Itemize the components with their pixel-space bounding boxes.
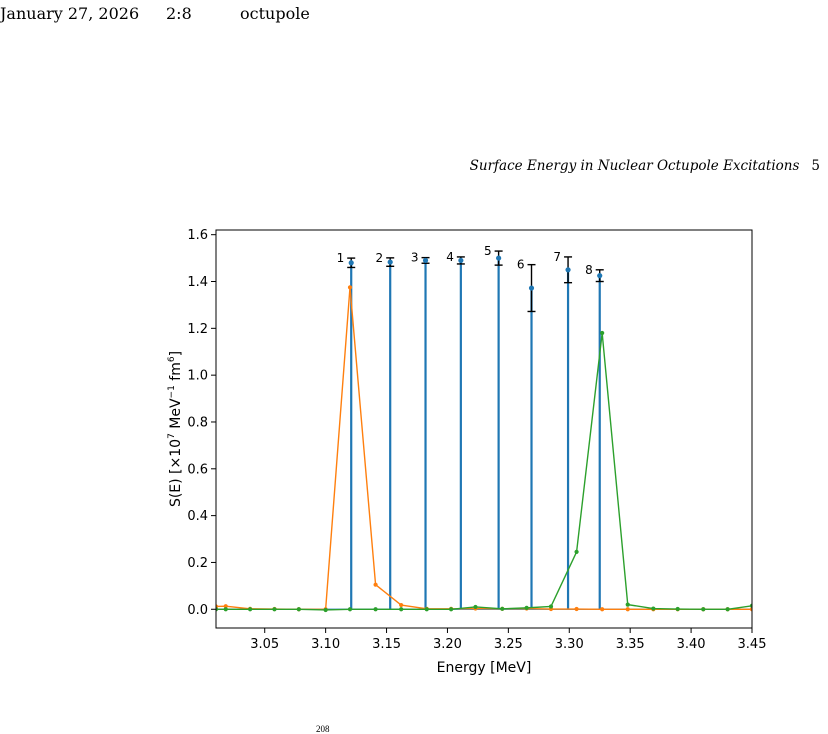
series-point-green <box>216 607 219 612</box>
stem-label-3: 3 <box>411 251 419 265</box>
series-point-orange <box>749 607 752 612</box>
y-axis-label-part: MeV <box>168 398 184 433</box>
stem-label-6: 6 <box>517 258 525 272</box>
stem-marker-2 <box>387 259 393 265</box>
series-point-orange <box>399 602 404 608</box>
page-header: Surface Energy in Nuclear Octupole Excit… <box>470 158 820 174</box>
stem-marker-8 <box>597 273 603 279</box>
running-header-date: January 27, 2026 <box>0 4 139 23</box>
y-axis-label-superscript: −1 <box>167 385 177 398</box>
y-axis-label-superscript: 6 <box>167 356 177 362</box>
stem-label-2: 2 <box>376 251 384 265</box>
series-point-green <box>725 607 730 612</box>
stem-label-4: 4 <box>446 250 454 264</box>
x-axis-label: Energy [MeV] <box>437 660 532 676</box>
series-point-green <box>473 604 478 610</box>
stem-marker-3 <box>422 257 429 264</box>
y-tick-label: 0.4 <box>187 509 208 524</box>
page-number: 5 <box>811 158 820 174</box>
stem-label-8: 8 <box>585 263 593 277</box>
x-tick-label: 3.40 <box>677 637 706 652</box>
stem-label-7: 7 <box>553 250 561 264</box>
y-axis-label-superscript: 7 <box>167 433 177 439</box>
stem-label-5: 5 <box>484 244 492 258</box>
series-point-orange <box>600 607 605 612</box>
series-point-orange <box>223 604 228 609</box>
x-axis-ticks: 3.05 3.10 3.15 3.20 3.25 3.30 3.35 3.40 3.45 <box>250 628 766 652</box>
y-tick-label: 0.0 <box>187 603 208 618</box>
axes-frame <box>215 229 753 629</box>
series-point-orange <box>625 607 630 612</box>
x-tick-label: 3.20 <box>433 637 462 652</box>
series-point-green <box>675 606 680 612</box>
y-tick-label: 1.4 <box>187 275 208 290</box>
stem-marker-5 <box>496 255 502 261</box>
series-point-green <box>574 549 579 555</box>
y-tick-label: 0.2 <box>187 556 208 571</box>
y-axis-ticks: 0.0 0.2 0.4 0.6 0.8 1.0 1.2 1.4 1.6 <box>187 228 216 618</box>
series-point-green <box>223 607 228 612</box>
x-tick-label: 3.05 <box>250 637 279 652</box>
series-line-orange <box>216 287 752 610</box>
series-point-green <box>373 607 378 612</box>
y-axis-label-part: S(E) [×10 <box>168 439 184 507</box>
series-line-green <box>216 332 752 611</box>
series-point-green <box>524 605 529 610</box>
series-point-green <box>749 603 752 608</box>
header-short-title: octupole <box>240 4 310 23</box>
series-point-green <box>272 607 277 612</box>
series-point-green <box>548 604 554 609</box>
header-date: January 27, 2026 <box>0 4 140 23</box>
series-point-orange <box>373 582 378 587</box>
y-tick-label: 0.8 <box>187 415 208 430</box>
x-tick-label: 3.45 <box>738 637 767 652</box>
y-tick-label: 1.0 <box>187 369 208 384</box>
series-point-green <box>248 607 253 612</box>
plot-area <box>216 250 752 613</box>
series-point-green <box>424 607 429 612</box>
y-tick-label: 1.6 <box>187 228 208 243</box>
header-time: 2:8 <box>166 4 192 23</box>
y-tick-label: 1.2 <box>187 322 208 337</box>
series-point-green <box>449 607 454 612</box>
y-axis-label-part: ] <box>168 351 184 356</box>
series-point-orange <box>347 285 353 290</box>
x-tick-label: 3.25 <box>494 637 523 652</box>
y-axis-label: S(E) [×107 MeV−1 fm6] <box>167 351 184 507</box>
stem-marker-7 <box>565 267 571 273</box>
y-tick-label: 0.6 <box>187 462 208 477</box>
stem-marker-1 <box>348 260 354 266</box>
series-point-green <box>347 607 353 612</box>
stem-marker-6 <box>528 285 535 291</box>
series-point-green <box>323 607 328 613</box>
series-point-orange <box>574 606 579 612</box>
series-point-green <box>701 607 706 612</box>
series-point-green <box>625 602 630 607</box>
y-axis-label-part: fm <box>168 362 184 385</box>
x-tick-label: 3.15 <box>372 637 401 652</box>
x-tick-label: 3.10 <box>311 637 340 652</box>
footer-fragment: 208 <box>316 724 330 734</box>
stem-label-1: 1 <box>337 251 345 265</box>
series-point-green <box>600 330 605 336</box>
x-tick-label: 3.35 <box>616 637 645 652</box>
stem-marker-4 <box>458 257 464 264</box>
series-point-green <box>500 606 505 611</box>
series-point-green <box>651 606 656 611</box>
series-point-green <box>296 607 301 612</box>
x-tick-label: 3.30 <box>555 637 584 652</box>
page-header-title: Surface Energy in Nuclear Octupole Excit… <box>469 158 800 174</box>
series-point-green <box>399 607 404 612</box>
